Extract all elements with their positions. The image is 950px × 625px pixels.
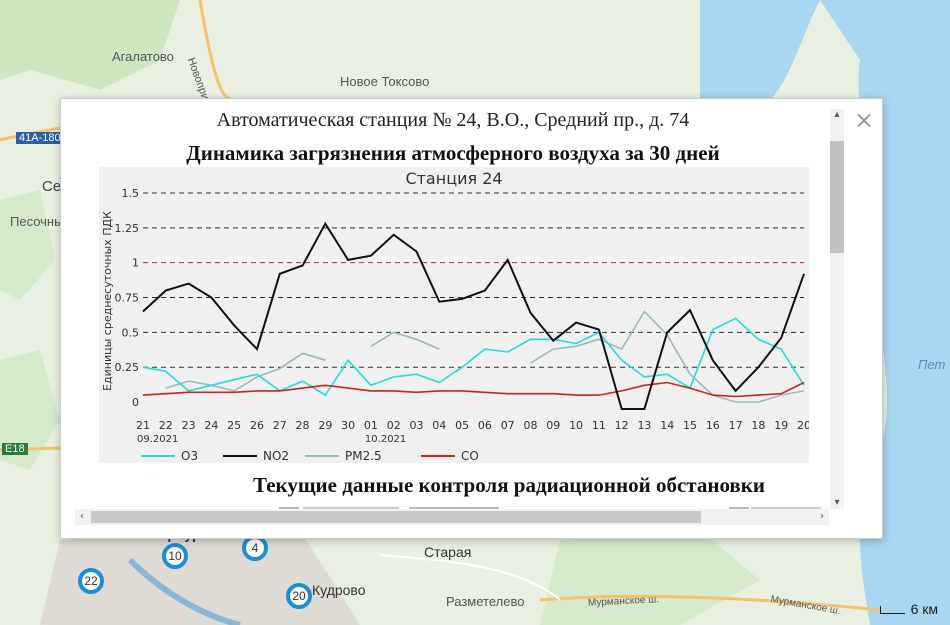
x-tick-label: 11 — [592, 419, 606, 432]
station-pin-20[interactable]: 20 — [286, 583, 312, 609]
y-tick-label: 0 — [132, 396, 139, 409]
month-label: 10.2021 — [365, 434, 406, 445]
scale-label: 6 км — [910, 601, 938, 617]
x-tick-label: 14 — [660, 419, 674, 432]
map-scale: 6 км — [879, 601, 938, 617]
x-tick-label: 06 — [478, 419, 492, 432]
y-tick-label: 1.25 — [115, 222, 140, 235]
x-tick-label: 07 — [501, 419, 515, 432]
vertical-scroll-thumb[interactable] — [830, 141, 844, 253]
chart-container: Станция 24 Единицы среднесуточных ПДК 1.5 1… — [99, 167, 811, 463]
close-icon[interactable]: × — [853, 106, 875, 134]
x-tick-label: 22 — [159, 419, 173, 432]
x-tick-label: 29 — [318, 419, 332, 432]
map-label-road-number: 41А-180 — [16, 132, 64, 144]
x-tick-label: 05 — [455, 419, 469, 432]
y-tick-label: 0.75 — [115, 292, 140, 305]
map-label-sea: Пет — [918, 357, 946, 372]
x-tick-label: 24 — [204, 419, 218, 432]
x-tick-label: 25 — [227, 419, 241, 432]
horizontal-scrollbar[interactable]: ‹ › — [75, 509, 829, 525]
chart-title: Станция 24 — [405, 169, 502, 188]
scroll-up-icon[interactable]: ▴ — [834, 109, 840, 120]
scroll-left-icon[interactable]: ‹ — [80, 511, 84, 522]
map-label-agalatovo: Агалатово — [112, 49, 174, 64]
x-tick-label: 13 — [637, 419, 651, 432]
scroll-right-icon[interactable]: › — [820, 511, 824, 522]
map-label-razmetelevo: Разметелево — [446, 594, 525, 609]
x-tick-label: 20 — [797, 419, 809, 432]
x-tick-label: 15 — [683, 419, 697, 432]
series-line-co — [142, 381, 805, 398]
legend-label: PM2.5 — [345, 449, 382, 463]
map-label-pesochny: Песочны — [10, 214, 64, 229]
x-tick-label: 03 — [410, 419, 424, 432]
x-tick-label: 27 — [273, 419, 287, 432]
scale-bar — [879, 606, 905, 615]
x-tick-label: 01 — [364, 419, 378, 432]
x-tick-label: 30 — [341, 419, 355, 432]
map-label-toksovo: Новое Токсово — [340, 74, 430, 89]
pollution-chart: Станция 24 Единицы среднесуточных ПДК 1.5 1… — [101, 169, 811, 463]
x-tick-label: 10 — [569, 419, 583, 432]
series-line-o3 — [142, 317, 805, 397]
y-tick-label: 1.5 — [122, 187, 140, 200]
legend-label: CO — [461, 449, 479, 463]
chart-y-label: Единицы среднесуточных ПДК — [101, 211, 114, 391]
series-line-pm25 — [165, 352, 326, 392]
x-tick-label: 19 — [774, 419, 788, 432]
x-tick-label: 17 — [729, 419, 743, 432]
series-line-no2 — [142, 221, 805, 410]
x-tick-label: 16 — [706, 419, 720, 432]
cut-off-table-row — [279, 507, 821, 510]
month-label: 09.2021 — [137, 434, 178, 445]
radiation-heading: Текущие данные контроля радиационной обс… — [253, 473, 765, 497]
series-line-pm25 — [370, 331, 440, 350]
x-tick-label: 12 — [615, 419, 629, 432]
x-tick-label: 18 — [751, 419, 765, 432]
x-tick-label: 04 — [432, 419, 446, 432]
popup-subtitle: Динамика загрязнения атмосферного воздух… — [186, 141, 720, 165]
popup-title: Автоматическая станция № 24, В.О., Средн… — [216, 109, 690, 131]
x-tick-label: 23 — [182, 419, 196, 432]
station-popup: × Автоматическая станция № 24, В.О., Сре… — [60, 98, 883, 539]
x-tick-label: 08 — [523, 419, 537, 432]
vertical-scrollbar[interactable]: ▴ ▾ — [830, 109, 844, 509]
map-label-kudrovo: Кудрово — [312, 582, 366, 598]
map-label-city-fragment: Се — [42, 178, 62, 195]
y-tick-label: 1 — [132, 257, 139, 270]
popup-content[interactable]: Автоматическая станция № 24, В.О., Средн… — [73, 105, 829, 510]
y-tick-label: 0.25 — [115, 361, 140, 374]
station-pin-10[interactable]: 10 — [162, 543, 188, 569]
legend-label: O3 — [181, 449, 198, 463]
x-tick-label: 02 — [387, 419, 401, 432]
legend-label: NO2 — [263, 449, 289, 463]
map-label-e18: Е18 — [2, 443, 28, 455]
x-tick-label: 21 — [136, 419, 150, 432]
x-tick-label: 09 — [546, 419, 560, 432]
scroll-down-icon[interactable]: ▾ — [834, 497, 840, 508]
station-pin-22[interactable]: 22 — [78, 568, 104, 594]
x-tick-label: 28 — [296, 419, 310, 432]
map-label-staraya: Старая — [424, 544, 472, 560]
horizontal-scroll-thumb[interactable] — [91, 511, 701, 523]
y-tick-label: 0.5 — [122, 326, 140, 339]
x-tick-label: 26 — [250, 419, 264, 432]
